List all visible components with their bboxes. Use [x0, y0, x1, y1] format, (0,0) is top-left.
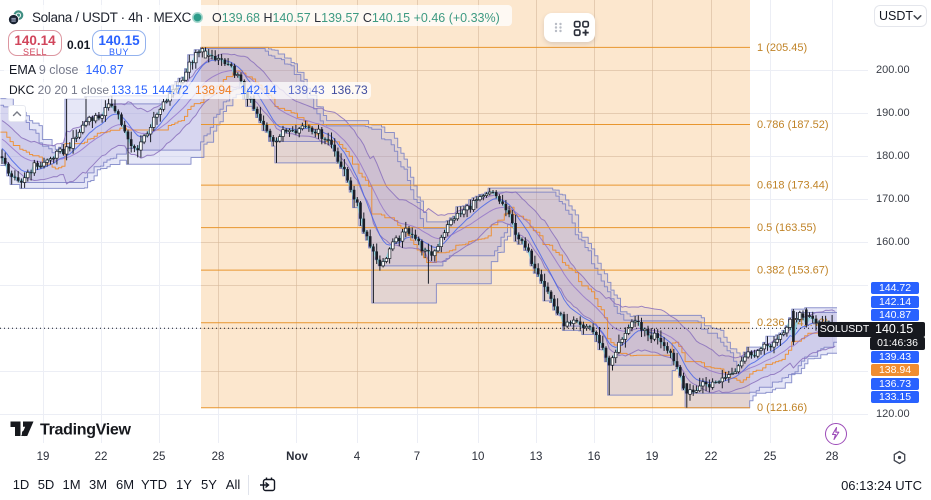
- svg-text:0.786 (187.52): 0.786 (187.52): [757, 119, 829, 131]
- svg-text:0 (121.66): 0 (121.66): [757, 402, 807, 414]
- svg-text:0.5 (163.55): 0.5 (163.55): [757, 222, 816, 234]
- svg-text:0.382 (153.67): 0.382 (153.67): [757, 265, 829, 277]
- svg-text:TradingView: TradingView: [40, 422, 132, 439]
- svg-text:1 (205.45): 1 (205.45): [757, 42, 807, 54]
- svg-text:0.618 (173.44): 0.618 (173.44): [757, 180, 829, 192]
